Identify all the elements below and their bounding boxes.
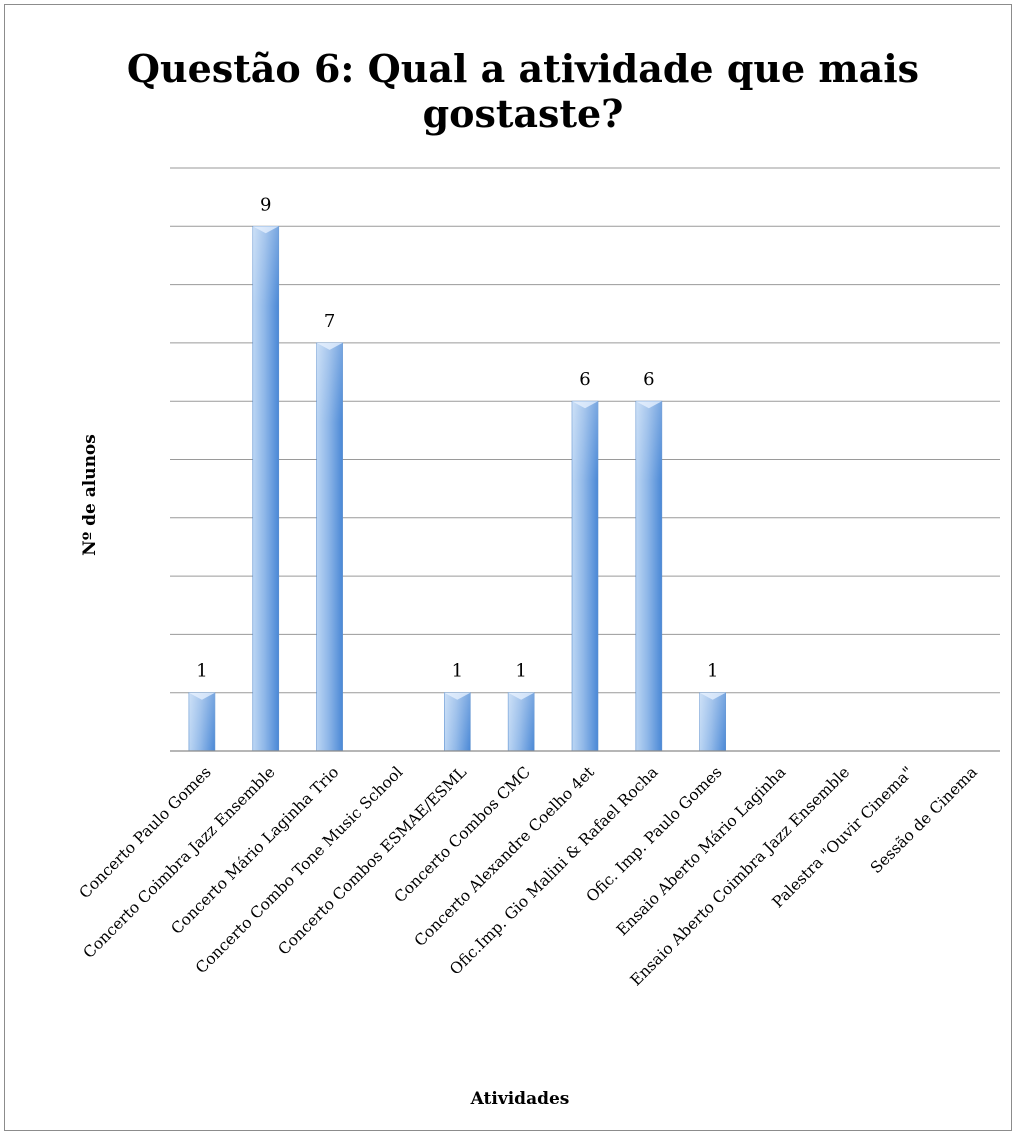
bar-sheen [635,401,662,482]
category-label: Sessão de Cinema [867,763,981,877]
category-label: Ensaio Aberto Coimbra Jazz Ensemble [627,763,853,989]
data-label: 1 [707,661,718,682]
data-label: 1 [196,661,207,682]
bar-sheen [444,692,471,751]
gridlines [170,167,1000,694]
data-labels: 1 9 7 1 1 6 6 1 [196,194,718,681]
bar-sheen [508,692,535,751]
bar-sheen [699,692,726,751]
x-axis-title: Atividades [470,1089,570,1109]
bar-sheen [252,226,279,307]
chart-title-line-2: gostaste? [423,91,624,136]
data-label: 6 [643,369,654,390]
data-label: 7 [324,311,335,332]
data-label: 9 [260,194,271,215]
data-label: 1 [515,661,526,682]
bar-sheen [572,401,598,482]
bar-sheen [316,342,343,423]
chart-title-line-1: Questão 6: Qual a atividade que mais [127,46,919,91]
chart-frame [4,4,1012,1131]
y-axis-title: Nº de alunos [80,434,100,556]
category-label: Concerto Paulo Gomes [76,763,215,902]
bars [188,226,726,752]
data-label: 6 [579,369,590,390]
bar-sheen [188,692,215,751]
data-label: 1 [452,661,463,682]
